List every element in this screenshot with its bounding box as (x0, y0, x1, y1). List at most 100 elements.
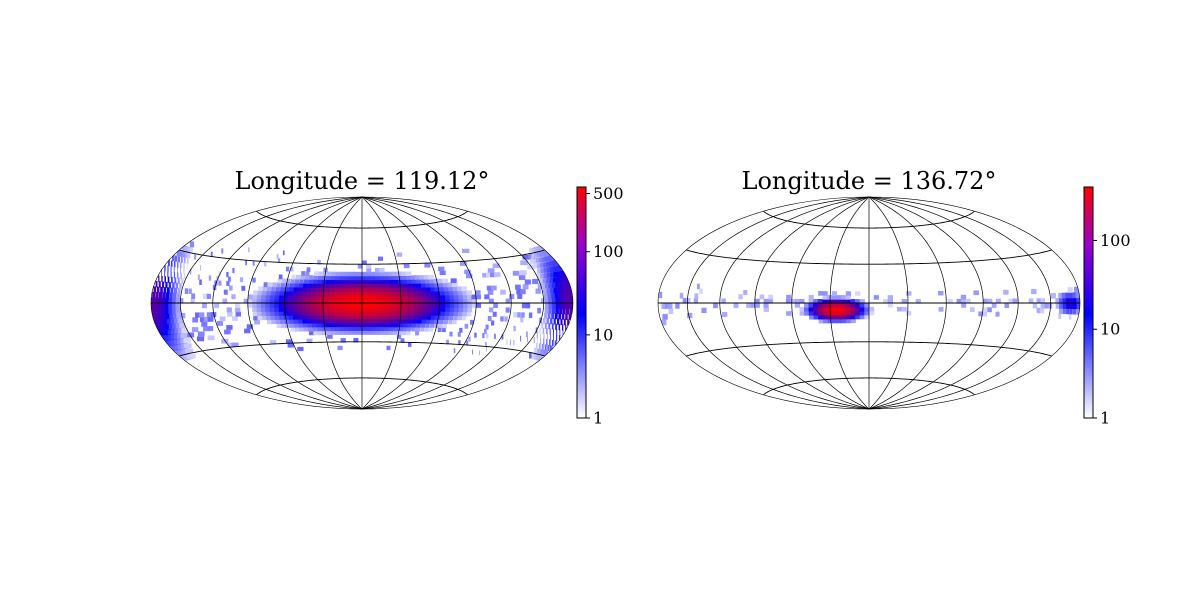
heatmap-cell (292, 307, 298, 312)
heatmap-cell (307, 318, 313, 324)
heatmap-cell (431, 315, 436, 320)
heatmap-cell (357, 295, 363, 300)
heatmap-cell (444, 315, 449, 320)
heatmap-cell (419, 275, 426, 280)
heatmap-cell (551, 292, 557, 299)
heatmap-cell (393, 330, 398, 336)
heatmap-cell (371, 318, 377, 324)
heatmap-cell (283, 307, 289, 312)
heatmap-cell (362, 322, 368, 328)
heatmap-cell (366, 271, 372, 277)
heatmap-cell (290, 278, 295, 284)
heatmap-cell (151, 303, 156, 310)
heatmap-cell (380, 287, 386, 292)
heatmap-cell (158, 281, 161, 288)
heatmap-cell (696, 283, 700, 290)
heatmap-cell (559, 308, 563, 315)
heatmap-cell (155, 325, 162, 331)
heatmap-cell (339, 322, 345, 328)
heatmap-cell (256, 303, 262, 308)
heatmap-cell (165, 292, 170, 299)
heatmap-cell (265, 303, 271, 308)
heatmap-cell (158, 324, 166, 331)
heatmap-cell (553, 287, 559, 294)
heatmap-cell (482, 272, 489, 278)
heatmap-cell (280, 323, 287, 328)
heatmap-cell (425, 323, 430, 328)
heatmap-cell (399, 295, 405, 300)
heatmap-cell (183, 262, 185, 269)
heatmap-cell (431, 298, 437, 304)
heatmap-cell (324, 291, 330, 296)
colorbar-ticks-right: 1 10 100 (1093, 231, 1131, 428)
heatmap-cell (154, 308, 160, 315)
heatmap-cell (185, 348, 194, 354)
heatmap-layer-right (659, 283, 1080, 326)
heatmap-cell (402, 283, 409, 288)
heatmap-cell (348, 291, 354, 296)
heatmap-cell (529, 352, 532, 359)
heatmap-cell (181, 245, 186, 252)
heatmap-cell (299, 278, 304, 284)
heatmap-cell (827, 310, 833, 316)
heatmap-cell (818, 291, 824, 296)
heatmap-cell (763, 298, 769, 304)
heatmap-cell (232, 316, 238, 321)
heatmap-cell (170, 271, 172, 278)
heatmap-cell (362, 306, 368, 312)
heatmap-cell (389, 291, 396, 296)
heatmap-cell (208, 275, 212, 281)
heatmap-cell (357, 330, 363, 335)
heatmap-cell (329, 310, 335, 316)
heatmap-cell (412, 314, 418, 320)
heatmap-cell (162, 313, 168, 320)
heatmap-cell (427, 298, 433, 304)
heatmap-cell (175, 303, 180, 309)
heatmap-cell (261, 315, 268, 321)
heatmap-cell (440, 298, 446, 304)
heatmap-cell (176, 313, 182, 319)
heatmap-cell (404, 303, 410, 308)
heatmap-cell (334, 326, 341, 331)
heatmap-cell (522, 254, 531, 260)
heatmap-cell (444, 311, 450, 316)
heatmap-cell (438, 282, 445, 288)
heatmap-cell (343, 326, 350, 331)
heatmap-cell (408, 303, 414, 308)
heatmap-cell (226, 325, 233, 330)
heatmap-cell (562, 275, 569, 282)
heatmap-cell (444, 294, 451, 300)
heatmap-cell (325, 287, 331, 292)
heatmap-cell (854, 299, 861, 304)
heatmap-cell (542, 250, 551, 256)
heatmap-cell (357, 275, 363, 281)
heatmap-cell (854, 303, 861, 308)
heatmap-cell (410, 275, 417, 280)
heatmap-cell (439, 319, 444, 324)
heatmap-cell (154, 303, 159, 309)
heatmap-cell (490, 272, 497, 278)
heatmap-cell (282, 250, 285, 256)
heatmap-cell (278, 298, 284, 304)
heatmap-cell (172, 292, 177, 299)
heatmap-cell (357, 310, 363, 316)
heatmap-cell (339, 283, 345, 288)
heatmap-cell (362, 283, 368, 288)
heatmap-cell (325, 283, 331, 288)
heatmap-cell (299, 327, 306, 332)
heatmap-cell (173, 272, 175, 279)
heatmap-cell (535, 288, 541, 294)
heatmap-cell (393, 322, 399, 328)
heatmap-cell (462, 315, 467, 321)
heatmap-cell (352, 299, 358, 304)
heatmap-cell (561, 281, 568, 288)
heatmap-cell (694, 293, 699, 299)
heatmap-cell (549, 277, 556, 283)
heatmap-cell (248, 294, 253, 300)
heatmap-cell (458, 303, 464, 308)
heatmap-cell (556, 265, 564, 271)
heatmap-cell (487, 315, 492, 322)
heatmap-cell (864, 303, 870, 308)
heatmap-cell (823, 318, 829, 324)
